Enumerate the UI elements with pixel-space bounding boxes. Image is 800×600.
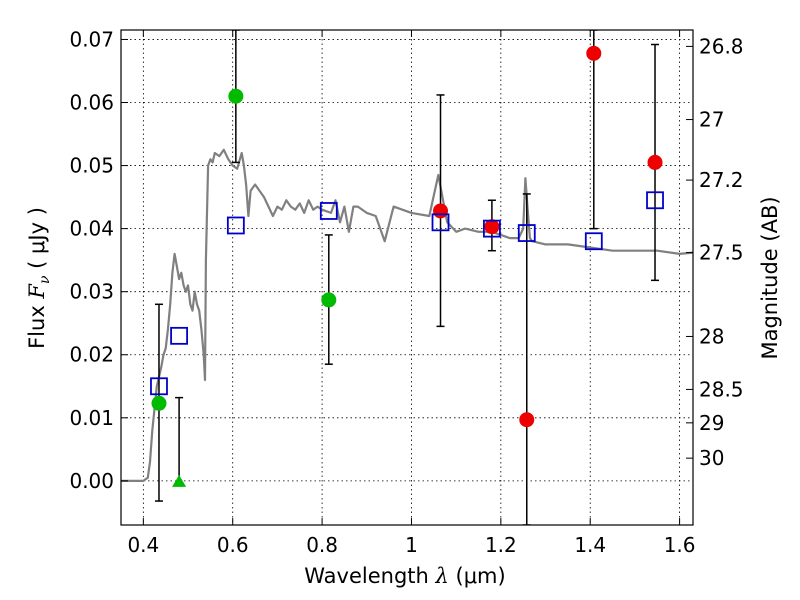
x-tick-label: 0.8 [306, 533, 338, 557]
x-tick-label: 1.6 [664, 533, 696, 557]
plot-frame [120, 29, 694, 526]
red-circles-point [519, 412, 535, 428]
y-tick-label: 0.01 [69, 406, 114, 430]
y2-tick-label: 28.5 [699, 377, 744, 401]
y-tick-label: 0.03 [69, 280, 114, 304]
blue-squares-point [150, 377, 168, 396]
x-axis-label: Wavelength λ (μm) [304, 564, 505, 588]
marker-layer [150, 45, 664, 487]
y-axis-label-subscript: ν [37, 275, 53, 284]
y-axis-label-symbol: F [25, 283, 49, 300]
errorbar-layer [154, 30, 660, 525]
red-circles-point [484, 219, 500, 235]
y-tick-label: 0.04 [69, 217, 114, 241]
y-axis-label: Flux Fν ( μJy ) [25, 207, 53, 349]
y2-tick-label: 28 [699, 324, 724, 348]
red-circles-point [647, 154, 663, 170]
green-circles-point [228, 88, 244, 104]
x-axis-label-prefix: Wavelength [304, 564, 435, 588]
y-axis-label-prefix: Flux [25, 299, 49, 349]
green-circles-point [321, 292, 337, 308]
x-tick-label: 1.2 [485, 533, 517, 557]
y2-tick-label: 30 [699, 446, 724, 470]
blue-squares-point [319, 202, 338, 220]
y2-tick-label: 27 [699, 108, 724, 132]
y2-tick-label: 26.8 [699, 34, 744, 58]
y2-tick-label: 27.2 [699, 168, 744, 192]
red-circles-point [433, 203, 449, 219]
blue-squares-point [483, 219, 501, 238]
y-tick-label: 0.02 [69, 343, 114, 367]
grid-lines [121, 30, 693, 525]
x-tick-label: 1 [405, 533, 418, 557]
blue-squares-point [431, 213, 450, 232]
y-tick-label: 0.00 [69, 469, 114, 493]
x-tick-label: 0.6 [217, 533, 249, 557]
red-circles-point [586, 45, 602, 61]
y-tick-label: 0.06 [69, 91, 114, 115]
blue-squares-point [517, 224, 536, 242]
x-tick-label: 1.4 [574, 533, 606, 557]
y-axis-label-unit: ( μJy ) [25, 207, 49, 275]
x-tick-label: 0.4 [127, 533, 159, 557]
tick-labels: 0.4 0.6 0.8 1 1.2 1.4 1.6 0.00 0.01 0.02 0.03 0.04 0… [69, 27, 743, 557]
x-axis-label-symbol: λ [435, 564, 449, 588]
y2-tick-label: 27.5 [699, 241, 744, 265]
blue-squares-point [584, 232, 603, 251]
green-circles-point [151, 395, 167, 411]
y-tick-label: 0.05 [69, 154, 114, 178]
x-axis-label-unit: (μm) [449, 564, 506, 588]
model-spectrum-layer [121, 148, 693, 482]
blue-squares-point [226, 216, 245, 235]
y2-tick-label: 29 [699, 411, 724, 435]
green-triangle-point [172, 474, 187, 487]
blue-squares-point [170, 326, 188, 345]
axis-ticks [121, 30, 693, 525]
blue-squares-point [646, 191, 664, 210]
y2-axis-label: Magnitude (AB) [758, 196, 782, 359]
model-spectrum-line [121, 148, 693, 482]
y-tick-label: 0.07 [69, 27, 114, 51]
